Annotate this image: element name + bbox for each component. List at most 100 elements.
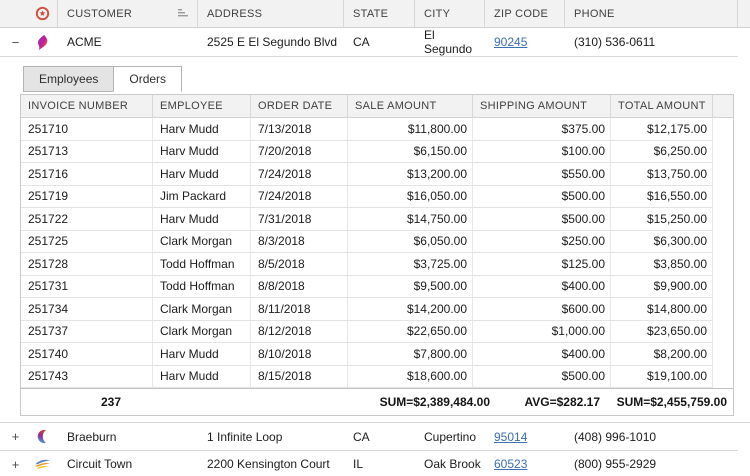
- orders-grid-row[interactable]: 251743 Harv Mudd 8/15/2018 $18,600.00 $500.0…: [21, 365, 733, 388]
- zip-link[interactable]: 95014: [494, 429, 528, 444]
- row-filler: [713, 163, 733, 186]
- sale-amount-cell: $14,200.00: [348, 298, 473, 321]
- total-amount-cell: $6,300.00: [611, 230, 713, 253]
- state-cell: IL: [344, 451, 415, 476]
- employee-cell: Jim Packard: [153, 185, 251, 208]
- employee-cell: Clark Morgan: [153, 230, 251, 253]
- tab-employees[interactable]: Employees: [23, 66, 115, 92]
- sale-amount-cell: $16,050.00: [348, 185, 473, 208]
- customer-row-acme[interactable]: − ACME 2525 E El Segundo Blvd CA El Segu…: [0, 28, 750, 57]
- zip-link[interactable]: 90245: [494, 35, 528, 49]
- orders-grid-row[interactable]: 251722 Harv Mudd 7/31/2018 $14,750.00 $500.0…: [21, 208, 733, 231]
- order-date-cell: 8/12/2018: [251, 320, 348, 343]
- address-cell: 1 Infinite Loop: [198, 423, 344, 451]
- shipping-amount-cell: $400.00: [473, 343, 611, 366]
- total-amount-cell: $9,900.00: [611, 275, 713, 298]
- row-filler: [713, 231, 733, 254]
- column-header-customer[interactable]: CUSTOMER: [58, 0, 198, 27]
- order-date-cell: 8/11/2018: [251, 298, 348, 321]
- orders-grid-row[interactable]: 251713 Harv Mudd 7/20/2018 $6,150.00 $100.00…: [21, 140, 733, 164]
- employee-cell: Harv Mudd: [153, 365, 251, 388]
- orders-grid-row[interactable]: 251719 Jim Packard 7/24/2018 $16,050.00 $500…: [21, 185, 733, 208]
- flame-logo-icon: [34, 34, 51, 51]
- order-date-cell: 7/20/2018: [251, 140, 348, 163]
- total-amount-cell: $3,850.00: [611, 253, 713, 276]
- total-amount-cell: $23,650.00: [611, 320, 713, 343]
- column-header-state[interactable]: STATE: [344, 0, 415, 27]
- customer-row-braeburn[interactable]: + Braeburn 1 Infinite Loop CA Cupertino …: [0, 422, 750, 451]
- column-header-total-amount[interactable]: TOTAL AMOUNT: [611, 95, 713, 118]
- employee-cell: Harv Mudd: [153, 343, 251, 366]
- employee-cell: Todd Hoffman: [153, 253, 251, 276]
- zip-cell: 95014: [485, 423, 565, 451]
- address-cell: 2525 E El Segundo Blvd: [198, 28, 344, 57]
- city-cell: Oak Brook: [415, 451, 485, 476]
- orders-grid-row[interactable]: 251728 Todd Hoffman 8/5/2018 $3,725.00 $125.…: [21, 253, 733, 276]
- column-header-phone[interactable]: PHONE: [565, 0, 738, 27]
- collapse-button[interactable]: −: [11, 34, 20, 50]
- column-header-filler: [738, 0, 750, 27]
- column-header-shipping-amount[interactable]: SHIPPING AMOUNT: [473, 95, 611, 118]
- total-amount-cell: $6,250.00: [611, 140, 713, 163]
- customer-cell: ACME: [58, 28, 198, 57]
- orders-grid-row[interactable]: 251716 Harv Mudd 7/24/2018 $13,200.00 $550.0…: [21, 163, 733, 186]
- expand-button[interactable]: +: [11, 429, 20, 444]
- column-header-sale-amount[interactable]: SALE AMOUNT: [348, 95, 473, 118]
- row-filler: [713, 118, 733, 141]
- crescent-logo-icon: [34, 428, 51, 445]
- invoice-number-cell: 251725: [21, 230, 153, 253]
- column-header-city[interactable]: CITY: [415, 0, 485, 27]
- column-header-invoice-number[interactable]: INVOICE NUMBER: [21, 95, 153, 118]
- zip-link[interactable]: 60523: [494, 457, 528, 471]
- expand-button[interactable]: +: [11, 456, 20, 472]
- customer-cell: Braeburn: [58, 423, 198, 451]
- swoosh-logo-icon: [34, 456, 51, 473]
- employee-cell: Clark Morgan: [153, 298, 251, 321]
- employee-cell: Harv Mudd: [153, 163, 251, 186]
- orders-grid-row[interactable]: 251725 Clark Morgan 8/3/2018 $6,050.00 $250.…: [21, 230, 733, 254]
- row-filler: [713, 276, 733, 299]
- sale-amount-cell: $14,750.00: [348, 208, 473, 231]
- shipping-amount-cell: $1,000.00: [473, 320, 611, 343]
- column-header-zip-code[interactable]: ZIP CODE: [485, 0, 565, 27]
- row-filler: [713, 298, 733, 321]
- employee-cell: Harv Mudd: [153, 208, 251, 231]
- shipping-amount-cell: $500.00: [473, 365, 611, 388]
- summary-shipping-avg: AVG=$282.17: [524, 395, 601, 409]
- phone-cell: (310) 536-0611: [565, 28, 738, 57]
- row-filler: [713, 321, 733, 344]
- customer-row-circuit-town[interactable]: + Circuit Town 2200 Kensington Court IL …: [0, 451, 750, 476]
- column-header-label: CUSTOMER: [67, 7, 133, 20]
- row-filler: [713, 253, 733, 276]
- sale-amount-cell: $6,150.00: [348, 140, 473, 163]
- orders-grid-row[interactable]: 251734 Clark Morgan 8/11/2018 $14,200.00 $60…: [21, 298, 733, 321]
- orders-grid-row[interactable]: 251740 Harv Mudd 8/10/2018 $7,800.00 $400.00…: [21, 343, 733, 366]
- orders-grid-row[interactable]: 251710 Harv Mudd 7/13/2018 $11,800.00 $375.0…: [21, 118, 733, 141]
- order-date-cell: 7/13/2018: [251, 118, 348, 141]
- orders-grid-row[interactable]: 251737 Clark Morgan 8/12/2018 $22,650.00 $1,…: [21, 320, 733, 344]
- row-filler: [713, 141, 733, 164]
- invoice-number-cell: 251728: [21, 253, 153, 276]
- state-cell: CA: [344, 423, 415, 451]
- column-header-filler: [713, 95, 733, 118]
- address-cell: 2200 Kensington Court: [198, 451, 344, 476]
- column-header-employee[interactable]: EMPLOYEE: [153, 95, 251, 118]
- row-controls: −: [0, 28, 58, 57]
- tab-orders[interactable]: Orders: [113, 66, 183, 92]
- sale-amount-cell: $11,800.00: [348, 118, 473, 141]
- invoice-number-cell: 251716: [21, 163, 153, 186]
- shipping-amount-cell: $125.00: [473, 253, 611, 276]
- column-header-record[interactable]: [0, 0, 58, 27]
- column-header-address[interactable]: ADDRESS: [198, 0, 344, 27]
- employee-cell: Clark Morgan: [153, 320, 251, 343]
- column-header-order-date[interactable]: ORDER DATE: [251, 95, 348, 118]
- shipping-amount-cell: $550.00: [473, 163, 611, 186]
- order-date-cell: 8/10/2018: [251, 343, 348, 366]
- order-date-cell: 7/31/2018: [251, 208, 348, 231]
- row-filler: [738, 28, 750, 57]
- order-date-cell: 7/24/2018: [251, 185, 348, 208]
- total-amount-cell: $8,200.00: [611, 343, 713, 366]
- sale-amount-cell: $18,600.00: [348, 365, 473, 388]
- orders-grid-row[interactable]: 251731 Todd Hoffman 8/8/2018 $9,500.00 $400.…: [21, 275, 733, 299]
- invoice-number-cell: 251740: [21, 343, 153, 366]
